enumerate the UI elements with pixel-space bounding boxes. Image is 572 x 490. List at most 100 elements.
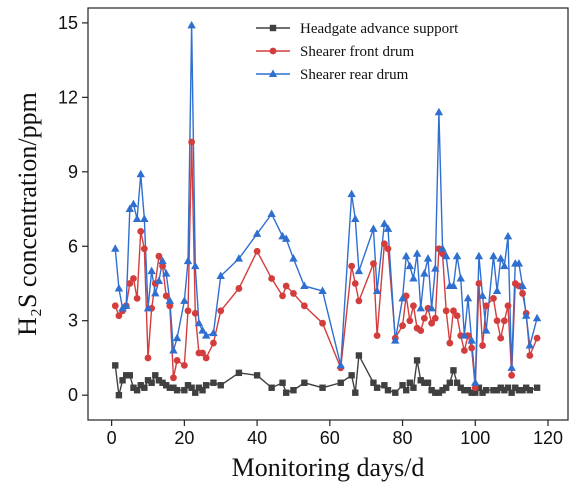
marker-triangle [136,169,145,178]
marker-triangle [281,234,291,242]
series-line [114,142,538,388]
marker-triangle [318,286,327,294]
marker-triangle [121,301,131,309]
marker-triangle [183,256,193,265]
marker-circle [460,347,468,354]
marker-circle [406,317,414,325]
marker-circle [155,252,163,260]
marker-square [217,382,224,389]
marker-circle [420,314,428,322]
marker-triangle [347,189,356,198]
marker-triangle [474,251,484,260]
legend: Headgate advance support Shearer front dr… [256,21,459,83]
marker-square [268,384,275,391]
marker-triangle [158,256,167,265]
marker-circle [162,292,170,300]
marker-square [450,367,457,374]
marker-triangle [125,204,135,213]
marker-square [159,379,166,386]
marker-triangle [441,251,451,260]
marker-square [355,352,363,359]
marker-circle [130,275,137,282]
marker-square [464,387,472,394]
marker-circle [479,342,486,349]
marker-square [184,382,192,389]
marker-square [482,387,490,394]
marker-circle [468,344,476,352]
marker-triangle [118,303,127,312]
marker-square [399,382,406,389]
marker-circle [137,227,145,235]
marker-square [269,24,277,32]
marker-square [235,369,243,377]
marker-square [148,379,155,386]
marker-triangle [216,271,225,280]
legend-label: Headgate advance support [300,21,459,37]
marker-circle [453,312,461,320]
marker-circle [268,275,276,282]
y-tick-label: 6 [68,236,78,256]
marker-square [152,372,159,379]
marker-circle [431,314,439,322]
marker-circle [482,302,490,310]
x-axis-label: Monitoring days/d [232,453,425,482]
marker-square [384,387,392,394]
marker-circle [533,334,541,342]
marker-triangle [391,336,400,344]
marker-triangle [180,296,189,304]
marker-triangle [463,293,473,302]
marker-triangle [438,244,447,252]
x-tick-label: 80 [393,428,413,448]
marker-triangle [111,244,120,252]
marker-square [417,377,424,384]
marker-square [119,377,126,384]
marker-triangle [154,276,164,285]
marker-circle [504,302,512,310]
marker-square [533,384,541,391]
marker-square [115,391,123,399]
marker-square [195,384,203,391]
marker-triangle [383,224,393,232]
marker-square [501,387,508,394]
y-tick-label: 0 [68,385,78,405]
marker-square [432,389,439,396]
marker-square [461,387,468,394]
y-tick-label: 15 [58,13,78,33]
legend-label: Shearer rear drum [300,67,409,83]
marker-circle [490,294,497,302]
marker-triangle [369,224,378,232]
marker-square [373,384,381,391]
marker-circle [115,312,123,320]
marker-circle [471,384,479,392]
x-tick-label: 100 [460,428,490,448]
marker-circle [319,319,326,327]
marker-circle [140,245,148,253]
marker-triangle [187,20,196,29]
marker-square [457,384,464,391]
marker-square [421,379,428,386]
marker-square [493,387,501,394]
marker-square [202,382,210,389]
marker-triangle [427,303,436,312]
marker-square [526,387,534,394]
marker-triangle [405,261,415,270]
marker-square [348,372,355,379]
marker-circle [446,339,454,347]
marker-circle [184,307,192,315]
x-tick-label: 120 [533,428,563,448]
marker-triangle [252,229,262,237]
marker-circle [126,280,134,287]
marker-square [370,379,377,386]
marker-square [188,384,195,391]
marker-square [402,387,410,394]
marker-square [166,384,174,391]
marker-triangle [151,288,160,297]
marker-triangle [492,286,502,294]
marker-square [319,384,326,391]
marker-circle [217,307,225,315]
y-tick-label: 12 [58,87,78,107]
marker-square [435,389,443,396]
marker-circle [173,357,181,364]
marker-circle [210,339,217,347]
marker-triangle [198,326,207,334]
